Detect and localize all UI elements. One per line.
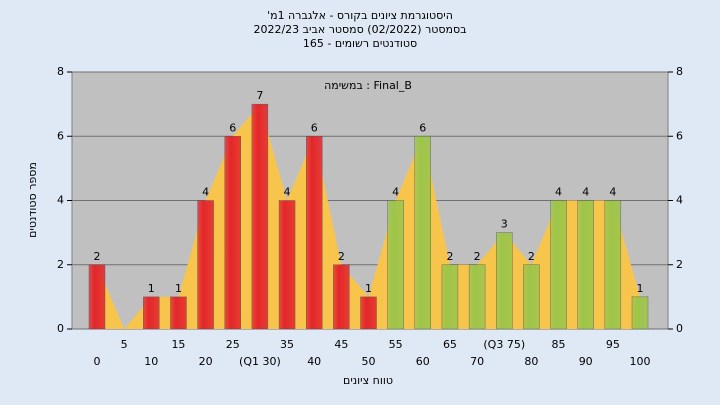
data-label: 4	[392, 186, 399, 199]
data-label: 1	[637, 282, 644, 295]
data-label: 2	[528, 250, 535, 263]
data-label: 6	[229, 121, 236, 134]
bar	[577, 200, 594, 330]
x-tick-label: 5	[121, 338, 128, 351]
data-label: 4	[582, 186, 589, 199]
bar	[278, 200, 296, 330]
y-tick-label: 6	[57, 129, 64, 142]
y2-tick-label: 4	[676, 194, 683, 207]
data-label: 6	[311, 121, 318, 134]
x-tick-label: 15	[171, 338, 185, 351]
x-tick-label: 90	[579, 355, 593, 368]
bar	[360, 296, 377, 330]
bar	[143, 296, 160, 330]
y-tick-label: 8	[57, 65, 64, 78]
bar	[387, 200, 404, 330]
x-tick-label: 0	[94, 355, 101, 368]
data-label: 4	[284, 186, 291, 199]
bar	[170, 296, 187, 330]
y-tick-label: 0	[57, 322, 64, 335]
x-tick-label: 35	[280, 338, 294, 351]
y2-tick-label: 2	[676, 258, 683, 271]
x-tick-label: (Q3 75)	[483, 338, 525, 351]
y2-tick-label: 6	[676, 129, 683, 142]
chart-subtitle: בסמסטר (02/2022) סמסטר אביב 2022/23	[253, 23, 466, 36]
y2-tick-label: 0	[676, 322, 683, 335]
bar	[224, 136, 241, 330]
data-label: 7	[256, 89, 263, 102]
bar	[604, 200, 622, 330]
data-label: 1	[365, 282, 372, 295]
x-tick-label: 55	[389, 338, 403, 351]
y-axis-label: מספר סטודנטים	[26, 162, 39, 238]
x-axis-label: טווח ציונים	[343, 374, 393, 387]
chart-title: היסטוגרמת ציונים בקורס - אלגברה 1מ'	[267, 9, 453, 22]
bar	[88, 264, 106, 330]
chart-subtitle: סטודנטים רשומים - 165	[303, 37, 417, 50]
x-tick-label: 50	[362, 355, 376, 368]
x-tick-label: 100	[630, 355, 651, 368]
bar	[251, 103, 269, 330]
annotation: Final_B : במשימה	[324, 79, 412, 92]
y2-tick-label: 8	[676, 65, 683, 78]
y-tick-label: 2	[57, 258, 64, 271]
data-label: 2	[338, 250, 345, 263]
data-label: 4	[202, 186, 209, 199]
data-label: 1	[175, 282, 182, 295]
x-tick-label: 65	[443, 338, 457, 351]
x-tick-label: 70	[470, 355, 484, 368]
x-tick-label: 60	[416, 355, 430, 368]
data-label: 2	[474, 250, 481, 263]
x-tick-label: 20	[199, 355, 213, 368]
x-tick-label: 25	[226, 338, 240, 351]
bar	[441, 264, 459, 330]
data-label: 3	[501, 218, 508, 231]
bar	[306, 136, 323, 330]
x-tick-label: 80	[524, 355, 538, 368]
bar	[468, 264, 486, 330]
bar	[414, 136, 431, 330]
bar	[496, 232, 513, 330]
data-label: 6	[419, 121, 426, 134]
x-tick-label: 85	[552, 338, 566, 351]
x-tick-label: (Q1 30)	[239, 355, 281, 368]
bar	[550, 200, 567, 330]
data-label: 4	[609, 186, 616, 199]
y-tick-label: 4	[57, 194, 64, 207]
x-tick-label: 45	[334, 338, 348, 351]
x-tick-label: 95	[606, 338, 620, 351]
x-tick-label: 10	[144, 355, 158, 368]
bar	[333, 264, 350, 330]
bar	[197, 200, 214, 330]
data-label: 2	[446, 250, 453, 263]
bar	[523, 264, 540, 330]
bar	[631, 296, 649, 330]
x-tick-label: 40	[307, 355, 321, 368]
data-label: 4	[555, 186, 562, 199]
data-label: 2	[94, 250, 101, 263]
data-label: 1	[148, 282, 155, 295]
